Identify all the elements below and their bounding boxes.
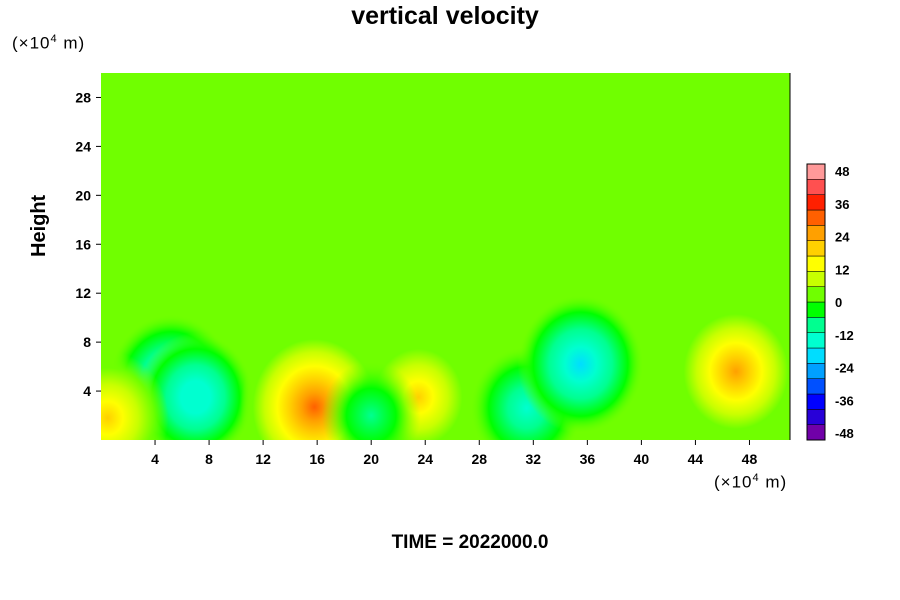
colorbar-swatch [806,209,826,226]
y-unit-exponent: 4 [50,33,58,45]
colorbar-swatch [806,301,826,318]
contour-feature [101,351,169,440]
colorbar-swatch [806,332,826,349]
x-unit-base: (×10 [714,472,753,492]
colorbar-swatch [806,286,826,303]
colorbar-tick-label: -48 [835,426,854,441]
x-tick-label: 20 [363,451,379,467]
colorbar-frame [806,163,826,441]
contour-feature [517,294,644,434]
colorbar-tick-label: -36 [835,393,854,408]
colorbar-swatch [806,424,826,441]
colorbar-tick-label: 36 [835,197,849,212]
colorbar-swatch [806,240,826,257]
colorbar-swatch [806,271,826,287]
x-unit-exponent: 4 [752,472,760,484]
x-tick-label: 48 [742,451,758,467]
colorbar-tick-label: 12 [835,262,849,277]
x-tick-label: 36 [580,451,596,467]
y-tick-label: 28 [75,89,91,105]
colorbar-tick-label: 24 [835,230,850,245]
y-unit-tail: m) [57,33,86,53]
y-unit-base: (×10 [12,33,51,53]
x-tick-label: 24 [417,451,433,467]
x-tick-label: 44 [688,451,704,467]
colorbar-swatch [806,163,826,180]
y-tick-label: 4 [83,383,91,399]
colorbar-swatch [806,225,826,241]
contour-feature [321,361,421,440]
contour-feature [670,299,790,440]
y-tick-label: 20 [75,187,91,203]
x-tick-label: 8 [205,451,213,467]
colorbar-swatch [806,179,826,195]
colorbar-swatch [806,363,826,379]
y-axis-unit: (×104 m) [12,33,85,54]
y-tick-label: 16 [75,236,91,252]
y-tick-label: 24 [75,138,91,154]
colorbar-swatch [806,194,826,211]
x-tick-label: 4 [151,451,159,467]
x-axis-unit: (×104 m) [714,472,787,493]
colorbar-swatch [806,317,826,333]
x-unit-tail: m) [759,472,788,492]
x-tick-label: 28 [471,451,487,467]
y-tick-label: 8 [83,334,91,350]
colorbar-swatch [806,255,826,272]
colorbar-swatch [806,378,826,395]
x-tick-label: 16 [309,451,325,467]
chart-title: vertical velocity [351,2,539,30]
y-tick-label: 12 [75,285,91,301]
colorbar-swatch [806,409,826,425]
time-label: TIME = 2022000.0 [391,532,549,553]
x-tick-label: 32 [526,451,542,467]
colorbar-tick-label: -24 [835,361,855,376]
colorbar-tick-label: 48 [835,164,849,179]
x-tick-label: 40 [634,451,650,467]
colorbar-tick-label: -12 [835,328,854,343]
colorbar-swatch [806,393,826,410]
x-tick-label: 12 [255,451,271,467]
colorbar-tick-label: 0 [835,295,842,310]
colorbar-swatch [806,347,826,364]
